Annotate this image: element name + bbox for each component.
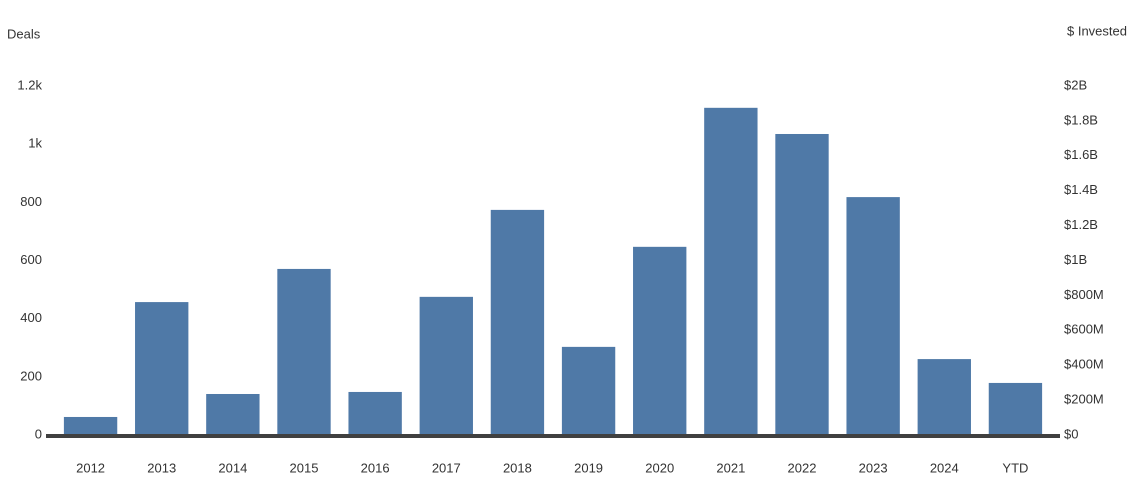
x-tick-label: 2016 (361, 460, 390, 475)
bar (63, 416, 118, 435)
y-tick-label: 200 (20, 368, 42, 383)
y-tick-label: 1.2k (17, 77, 42, 92)
y2-tick-label: $600M (1064, 322, 1104, 337)
y-tick-label: 800 (20, 194, 42, 209)
y-tick-label: 400 (20, 310, 42, 325)
x-tick-label: 2018 (503, 460, 532, 475)
bar (490, 209, 545, 435)
y2-tick-label: $0 (1064, 426, 1078, 441)
y-tick-label: 0 (35, 426, 42, 441)
y2-tick-label: $1.6B (1064, 147, 1098, 162)
y2-tick-label: $1B (1064, 252, 1087, 267)
y-tick-label: 600 (20, 252, 42, 267)
bar (277, 268, 331, 435)
y2-tick-label: $800M (1064, 287, 1104, 302)
y2-tick-label: $200M (1064, 392, 1104, 407)
x-tick-label: 2024 (930, 460, 959, 475)
bar (348, 391, 402, 435)
bar (633, 246, 687, 435)
y2-tick-label: $400M (1064, 357, 1104, 372)
x-tick-label: 2019 (574, 460, 603, 475)
y2-tick-label: $2B (1064, 77, 1087, 92)
y2-tick-label: $1.4B (1064, 182, 1098, 197)
bar (135, 302, 189, 435)
y2-tick-label: $1.8B (1064, 112, 1098, 127)
x-tick-label: 2020 (645, 460, 674, 475)
y-axis-title: Deals (7, 26, 41, 41)
bar (775, 133, 829, 436)
bar (561, 346, 616, 435)
bar (704, 107, 758, 435)
x-tick-label: 2023 (859, 460, 888, 475)
bar (206, 393, 260, 435)
x-tick-label: 2014 (218, 460, 247, 475)
y-tick-label: 1k (28, 136, 42, 151)
x-tick-label: 2013 (147, 460, 176, 475)
bar (419, 296, 473, 435)
x-tick-label: YTD (1002, 460, 1028, 475)
x-tick-label: 2012 (76, 460, 105, 475)
y2-axis-title: $ Invested (1067, 23, 1127, 38)
bar (988, 382, 1043, 435)
x-tick-label: 2017 (432, 460, 461, 475)
bar (846, 197, 900, 435)
x-tick-label: 2022 (788, 460, 817, 475)
x-tick-label: 2021 (716, 460, 745, 475)
x-tick-label: 2015 (290, 460, 319, 475)
y2-tick-label: $1.2B (1064, 217, 1098, 232)
bar (917, 359, 971, 435)
